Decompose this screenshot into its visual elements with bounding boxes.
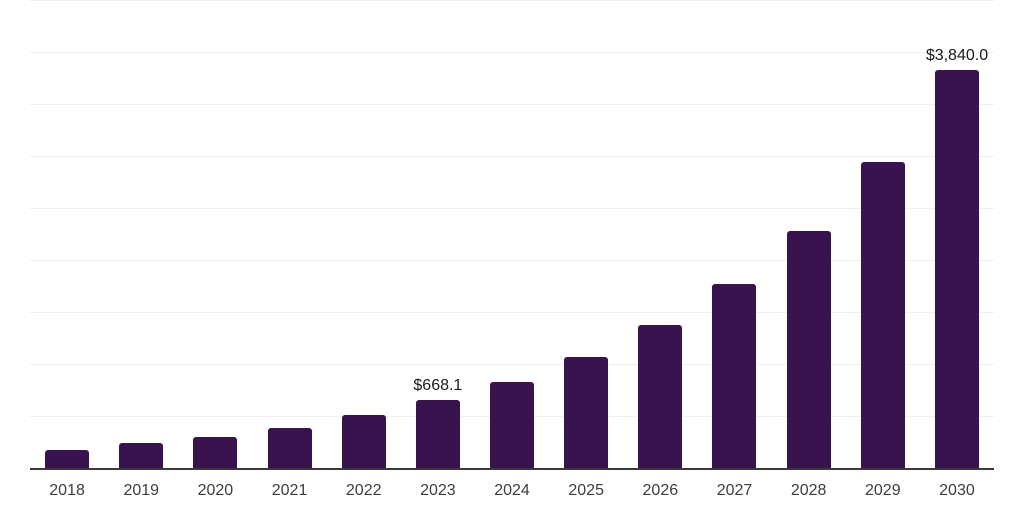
x-tick-label-2020: 2020 (197, 482, 234, 499)
bar-2019[interactable] (119, 443, 164, 469)
bar-slot-2022 (327, 0, 401, 469)
data-label-2023: $668.1 (413, 376, 463, 394)
bar-2028[interactable] (786, 230, 831, 469)
x-tick-label-2023: 2023 (420, 482, 456, 499)
bar-slot-2026 (623, 0, 697, 469)
gridline-1000 (30, 364, 994, 365)
x-tick-label-2030: 2030 (939, 482, 975, 499)
gridline-3500 (30, 104, 994, 105)
bar-slot-2019 (104, 0, 178, 469)
bar-slot-2029 (846, 0, 920, 469)
x-tick-label-2024: 2024 (494, 482, 530, 499)
x-axis-line (30, 468, 994, 470)
bar-2026[interactable] (638, 324, 683, 469)
x-tick-label-2025: 2025 (568, 482, 604, 499)
bar-slot-2028 (772, 0, 846, 469)
gridline-4500 (30, 0, 994, 1)
bar-2029[interactable] (860, 161, 905, 469)
x-tick-label-2021: 2021 (271, 482, 308, 499)
bar-slot-2027 (697, 0, 771, 469)
x-tick-label-2026: 2026 (642, 482, 679, 499)
bar-slot-2024 (475, 0, 549, 469)
x-tick-label-2018: 2018 (49, 482, 85, 499)
gridline-3000 (30, 156, 994, 157)
plot-area: $668.1 $3,840.0 (30, 0, 994, 470)
data-label-2030: $3,840.0 (925, 46, 989, 64)
x-tick-label-2027: 2027 (716, 482, 753, 499)
x-tick-label-2019: 2019 (123, 482, 160, 499)
bar-slot-2021 (252, 0, 326, 469)
bar-2025[interactable] (564, 356, 609, 469)
bar-2023[interactable] (415, 399, 460, 469)
x-tick-label-2022: 2022 (345, 482, 382, 499)
bar-2020[interactable] (193, 436, 238, 469)
bar-slot-2025 (549, 0, 623, 469)
bar-slot-2030: $3,840.0 (920, 0, 994, 469)
bars-group: $668.1 $3,840.0 (30, 0, 994, 469)
bar-slot-2023: $668.1 (401, 0, 475, 469)
bar-2024[interactable] (490, 381, 535, 469)
x-tick-label-2029: 2029 (865, 482, 901, 499)
x-axis-labels: 2018 2019 2020 2021 2022 2023 2024 2025 2026 2027… (30, 483, 994, 499)
x-tick-label-2028: 2028 (790, 482, 827, 499)
gridline-4000 (30, 52, 994, 53)
gridline-2500 (30, 208, 994, 209)
bar-2018[interactable] (45, 449, 90, 469)
bar-slot-2018 (30, 0, 104, 469)
bar-2030[interactable] (934, 69, 979, 469)
gridline-1500 (30, 312, 994, 313)
bar-2021[interactable] (267, 427, 312, 469)
gridline-2000 (30, 260, 994, 261)
bar-2027[interactable] (712, 283, 757, 469)
bar-slot-2020 (178, 0, 252, 469)
bar-2022[interactable] (341, 414, 386, 469)
